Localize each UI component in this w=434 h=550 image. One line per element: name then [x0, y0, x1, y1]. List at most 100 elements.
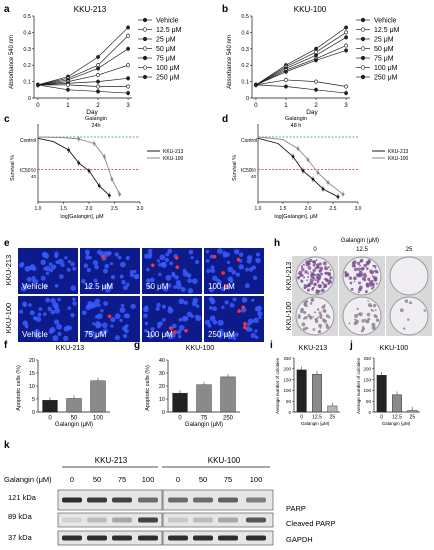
colony: [348, 322, 351, 325]
colony: [301, 322, 306, 327]
y-tick-label: 0.5: [23, 14, 31, 20]
panel-h-title: Galangin (μM): [341, 238, 379, 244]
x-tick-label: 250: [223, 416, 234, 422]
blot-strip: [57, 512, 163, 528]
nucleus: [181, 315, 188, 322]
panel-letter-d: d: [222, 114, 228, 125]
tile-label: 50 μM: [146, 282, 169, 291]
colony: [307, 283, 311, 287]
nucleus: [216, 278, 220, 282]
x-tick-label: 2: [96, 103, 100, 109]
nucleus: [38, 307, 43, 311]
colony: [353, 280, 356, 283]
data-point-square-open: [96, 89, 100, 94]
nucleus: [67, 259, 72, 264]
x-tick-label: 1.5: [60, 206, 67, 212]
colony: [375, 318, 380, 322]
culture-well: [389, 296, 429, 336]
colony: [370, 308, 373, 312]
nucleus: [54, 283, 59, 288]
nucleus: [22, 320, 29, 326]
colony: [367, 300, 370, 303]
legend-marker: [142, 55, 148, 61]
nucleus: [178, 325, 185, 331]
nucleus: [251, 298, 255, 302]
bar-12.5: [392, 394, 402, 413]
bar-0: [376, 375, 387, 413]
nucleus: [102, 268, 109, 274]
x-tick-label: 0: [178, 416, 182, 422]
apoptotic-cell: [173, 330, 177, 334]
nucleus: [212, 275, 218, 281]
colony: [312, 279, 315, 282]
data-point: [108, 194, 111, 197]
series-line-0: [37, 27, 129, 86]
panel-k-title-right: KKU-100: [208, 456, 241, 465]
nucleus: [114, 335, 120, 341]
protein-band: [246, 517, 266, 523]
x-tick-label: 1.0: [35, 206, 42, 212]
colony: [356, 307, 359, 311]
panel-letter-f: f: [4, 340, 8, 351]
data-point: [92, 142, 96, 145]
colony: [315, 258, 318, 261]
nucleus: [169, 261, 174, 266]
panel-letter-e: e: [4, 238, 10, 249]
nucleus: [53, 319, 60, 325]
nucleus: [122, 333, 128, 339]
colony: [372, 286, 375, 289]
nucleus: [120, 303, 125, 308]
x-tick-label: 1: [66, 103, 70, 109]
colony: [369, 304, 373, 308]
colony: [369, 269, 373, 274]
nucleus: [70, 285, 77, 291]
legend-label: 75 μM: [374, 56, 394, 63]
nucleus: [18, 262, 24, 268]
nucleus: [45, 297, 51, 303]
protein-band: [138, 535, 158, 541]
colony: [323, 319, 328, 324]
protein-band: [112, 535, 132, 541]
colony: [320, 272, 323, 276]
apoptotic-cell: [237, 309, 241, 313]
series-line-2: [37, 48, 129, 86]
y-tick-label: 50: [31, 168, 37, 173]
y-tick-label: 100: [363, 388, 371, 393]
colony: [327, 272, 331, 276]
protein-band: [246, 497, 266, 503]
x-tick-label: 0: [48, 416, 52, 422]
nucleus: [92, 260, 99, 266]
nucleus: [146, 267, 150, 272]
nucleus: [252, 275, 258, 280]
nucleus: [29, 310, 35, 316]
nucleus: [209, 315, 216, 322]
legend-label: 250 μM: [374, 75, 398, 82]
colony: [312, 263, 316, 267]
nucleus: [187, 278, 192, 284]
colony: [358, 312, 363, 317]
protein-band: [218, 535, 238, 541]
nucleus: [178, 334, 182, 339]
nucleus: [26, 276, 32, 282]
panel-g-title: KKU-100: [186, 345, 215, 352]
nucleus: [72, 297, 76, 301]
y-tick-label: 50: [286, 399, 292, 404]
nucleus: [72, 266, 77, 271]
panel-d-xlabel: log[Galangin], μM: [274, 214, 318, 220]
series-line-5: [255, 79, 347, 87]
panel-d-ylabel: Survival %: [232, 155, 238, 181]
lane-conc-label: 75: [118, 475, 126, 484]
colony: [403, 327, 406, 330]
colony: [319, 326, 322, 329]
nucleus: [121, 279, 126, 285]
tile-label: 75 μM: [84, 330, 107, 339]
nucleus: [143, 313, 148, 319]
y-tick-label: 40: [159, 358, 165, 364]
protein-band: [138, 497, 158, 503]
x-tick-label: 0: [36, 103, 40, 109]
x-tick-label: 2.0: [86, 206, 93, 212]
mw-121: 121 kDa: [8, 493, 37, 502]
nucleus: [191, 278, 198, 285]
y-tick-label: 0.3: [23, 47, 31, 53]
data-point-tri-down: [96, 73, 100, 77]
